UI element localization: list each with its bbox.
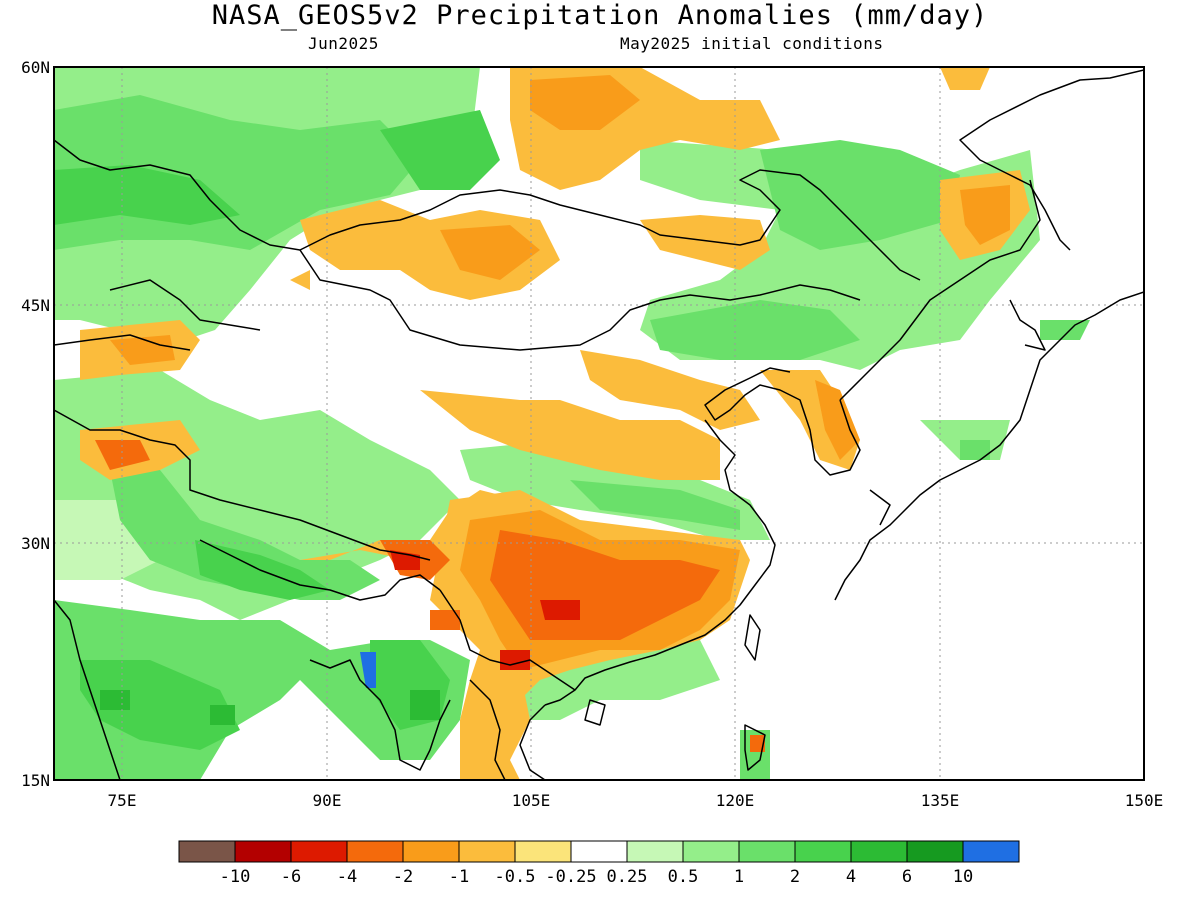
lat-label: 45N [21, 296, 50, 315]
legend-label: -2 [393, 867, 413, 887]
legend-label: 4 [846, 867, 856, 887]
anomaly-field [54, 67, 1144, 780]
legend-label: -6 [281, 867, 301, 887]
legend-swatch [682, 840, 740, 863]
lat-label: 60N [21, 58, 50, 77]
legend-swatch [178, 840, 236, 863]
legend-swatch [234, 840, 292, 863]
legend-label: 0.5 [668, 867, 699, 887]
legend-label: -10 [220, 867, 251, 887]
legend-swatch [402, 840, 460, 863]
map-title: NASA_GEOS5v2 Precipitation Anomalies (mm… [211, 0, 989, 31]
legend-label: 2 [790, 867, 800, 887]
lon-label: 135E [921, 791, 960, 810]
legend-label: -0.25 [545, 867, 596, 887]
legend-label: 6 [902, 867, 912, 887]
legend-swatch [514, 840, 572, 863]
wet-anomaly-regions [54, 67, 1090, 780]
legend-swatch [906, 840, 964, 863]
legend-swatch [570, 840, 628, 863]
legend-swatch [290, 840, 348, 863]
legend-label: -4 [337, 867, 357, 887]
legend-swatch [738, 840, 796, 863]
lon-label: 120E [716, 791, 755, 810]
lat-label: 30N [21, 534, 50, 553]
legend-swatch [626, 840, 684, 863]
legend-label: -0.5 [495, 867, 536, 887]
lon-label: 90E [313, 791, 342, 810]
lon-label: 150E [1125, 791, 1164, 810]
longitude-axis: 75E 90E 105E 120E 135E 150E [108, 791, 1164, 810]
color-legend: -10 -6 -4 -2 -1 -0.5 -0.25 0.25 0.5 1 2 4 6 10 [178, 840, 1020, 887]
initial-conditions: May2025 initial conditions [620, 34, 884, 53]
legend-label: 10 [953, 867, 973, 887]
forecast-month: Jun2025 [308, 34, 379, 53]
legend-label: -1 [449, 867, 469, 887]
legend-label: 1 [734, 867, 744, 887]
dry-anomaly-regions [80, 67, 1030, 780]
lon-label: 105E [512, 791, 551, 810]
legend-swatch [962, 840, 1020, 863]
coastlines-and-borders [54, 69, 1144, 780]
legend-swatch [346, 840, 404, 863]
lon-label: 75E [108, 791, 137, 810]
legend-swatch [458, 840, 516, 863]
lat-label: 15N [21, 771, 50, 790]
legend-label: 0.25 [607, 867, 648, 887]
latitude-axis: 60N 45N 30N 15N [21, 58, 50, 790]
plot-frame [53, 66, 1145, 781]
legend-swatch [850, 840, 908, 863]
legend-swatch [794, 840, 852, 863]
